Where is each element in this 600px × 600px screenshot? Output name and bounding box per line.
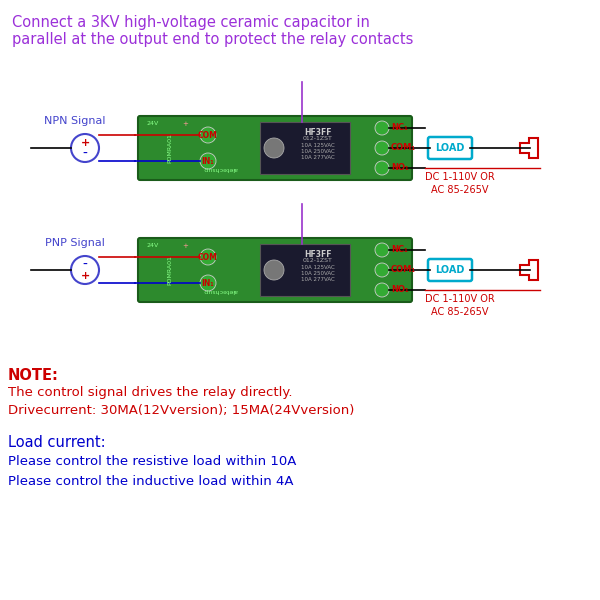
Text: 24V: 24V xyxy=(147,121,159,126)
Text: Connect a 3KV high-voltage ceramic capacitor in: Connect a 3KV high-voltage ceramic capac… xyxy=(12,15,370,30)
Circle shape xyxy=(200,153,216,169)
Text: Please control the inductive load within 4A: Please control the inductive load within… xyxy=(8,475,293,488)
Text: 10A 250VAC: 10A 250VAC xyxy=(301,271,335,276)
FancyBboxPatch shape xyxy=(428,259,472,281)
Text: 10A 277VAC: 10A 277VAC xyxy=(301,155,335,160)
Text: -: - xyxy=(83,147,88,161)
Text: DC 1-110V OR
AC 85-265V: DC 1-110V OR AC 85-265V xyxy=(425,294,495,317)
Text: Please control the resistive load within 10A: Please control the resistive load within… xyxy=(8,455,296,468)
Circle shape xyxy=(200,127,216,143)
Text: 012-1ZST: 012-1ZST xyxy=(303,258,333,263)
Text: parallel at the output end to protect the relay contacts: parallel at the output end to protect th… xyxy=(12,32,413,47)
Polygon shape xyxy=(520,138,538,158)
Text: aletechsup: aletechsup xyxy=(203,288,238,293)
Text: Drivecurrent: 30MA(12Vversion); 15MA(24Vversion): Drivecurrent: 30MA(12Vversion); 15MA(24V… xyxy=(8,404,355,417)
Text: PNP Signal: PNP Signal xyxy=(45,238,105,248)
Circle shape xyxy=(200,275,216,291)
Text: COM₁: COM₁ xyxy=(391,143,416,152)
FancyBboxPatch shape xyxy=(428,137,472,159)
Text: DC 1-110V OR
AC 85-265V: DC 1-110V OR AC 85-265V xyxy=(425,172,495,195)
Text: LOAD: LOAD xyxy=(436,265,464,275)
Text: -: - xyxy=(83,258,88,272)
Bar xyxy=(260,244,350,296)
Circle shape xyxy=(375,243,389,257)
Text: 10A 250VAC: 10A 250VAC xyxy=(301,149,335,154)
Text: +: + xyxy=(80,271,89,281)
Text: 10A 125VAC: 10A 125VAC xyxy=(301,143,335,148)
Text: aletechsup: aletechsup xyxy=(203,166,238,171)
Bar xyxy=(260,122,350,174)
Text: NO₁: NO₁ xyxy=(391,163,409,173)
Text: NO₁: NO₁ xyxy=(391,286,409,295)
Text: IN₁: IN₁ xyxy=(202,157,214,166)
Circle shape xyxy=(375,263,389,277)
Text: +: + xyxy=(80,138,89,148)
Text: +: + xyxy=(182,121,188,127)
Circle shape xyxy=(264,260,284,280)
Text: IN₁: IN₁ xyxy=(202,278,214,287)
Circle shape xyxy=(264,138,284,158)
Circle shape xyxy=(200,249,216,265)
Circle shape xyxy=(375,141,389,155)
FancyBboxPatch shape xyxy=(138,238,412,302)
Text: The control signal drives the relay directly.: The control signal drives the relay dire… xyxy=(8,386,293,399)
Text: 10A 125VAC: 10A 125VAC xyxy=(301,265,335,270)
Circle shape xyxy=(375,121,389,135)
Text: PDMRA01: PDMRA01 xyxy=(167,133,173,163)
Text: 012-1ZST: 012-1ZST xyxy=(303,136,333,141)
Text: 10A 277VAC: 10A 277VAC xyxy=(301,277,335,282)
Text: PDMRA01: PDMRA01 xyxy=(167,255,173,285)
Text: NC₁: NC₁ xyxy=(391,124,408,133)
Circle shape xyxy=(71,134,99,162)
Text: +: + xyxy=(182,243,188,249)
Text: Load current:: Load current: xyxy=(8,435,106,450)
Text: COM: COM xyxy=(198,253,218,262)
Text: COM: COM xyxy=(198,130,218,139)
Text: LOAD: LOAD xyxy=(436,143,464,153)
Text: 24V: 24V xyxy=(147,243,159,248)
Text: HF3FF: HF3FF xyxy=(304,128,332,137)
Text: NOTE:: NOTE: xyxy=(8,368,59,383)
Text: NC₁: NC₁ xyxy=(391,245,408,254)
Circle shape xyxy=(71,256,99,284)
Polygon shape xyxy=(520,260,538,280)
FancyBboxPatch shape xyxy=(138,116,412,180)
Circle shape xyxy=(375,161,389,175)
Text: COM₁: COM₁ xyxy=(391,265,416,275)
Circle shape xyxy=(375,283,389,297)
Text: HF3FF: HF3FF xyxy=(304,250,332,259)
Text: NPN Signal: NPN Signal xyxy=(44,116,106,126)
